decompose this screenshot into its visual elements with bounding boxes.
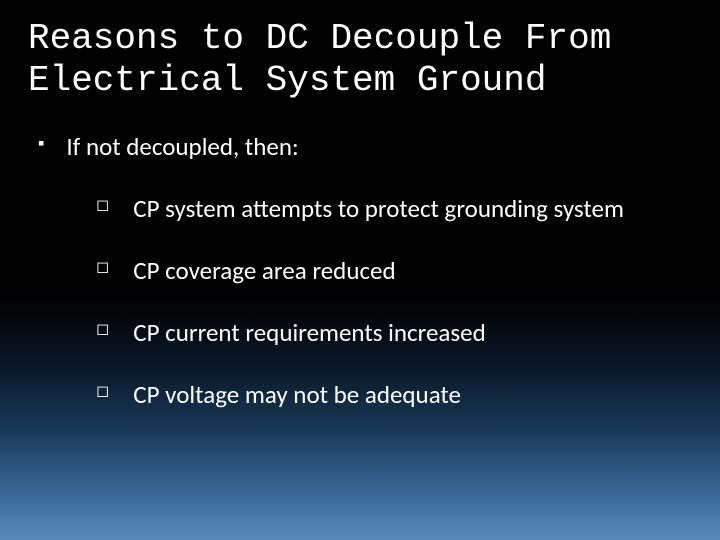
bullet-hollow-square-icon: ◻ [96,194,109,218]
bullet-hollow-square-icon: ◻ [96,256,109,280]
slide: Reasons to DC Decouple From Electrical S… [0,0,720,540]
bullet-level2-text: CP coverage area reduced [133,256,395,286]
bullet-level2: ◻ CP voltage may not be adequate [28,380,692,410]
bullet-hollow-square-icon: ◻ [96,318,109,342]
bullet-level2: ◻ CP coverage area reduced [28,256,692,286]
bullet-square-icon: ▪ [38,131,44,156]
bullet-level1: ▪ If not decoupled, then: [28,131,692,162]
bullet-level2-text: CP voltage may not be adequate [133,380,461,410]
slide-title: Reasons to DC Decouple From Electrical S… [28,18,692,103]
bullet-level2: ◻ CP system attempts to protect groundin… [28,194,692,224]
bullet-level2-text: CP system attempts to protect grounding … [133,194,624,224]
bullet-level2-text: CP current requirements increased [133,318,485,348]
bullet-level1-text: If not decoupled, then: [66,131,298,162]
bullet-level2: ◻ CP current requirements increased [28,318,692,348]
bullet-hollow-square-icon: ◻ [96,380,109,404]
